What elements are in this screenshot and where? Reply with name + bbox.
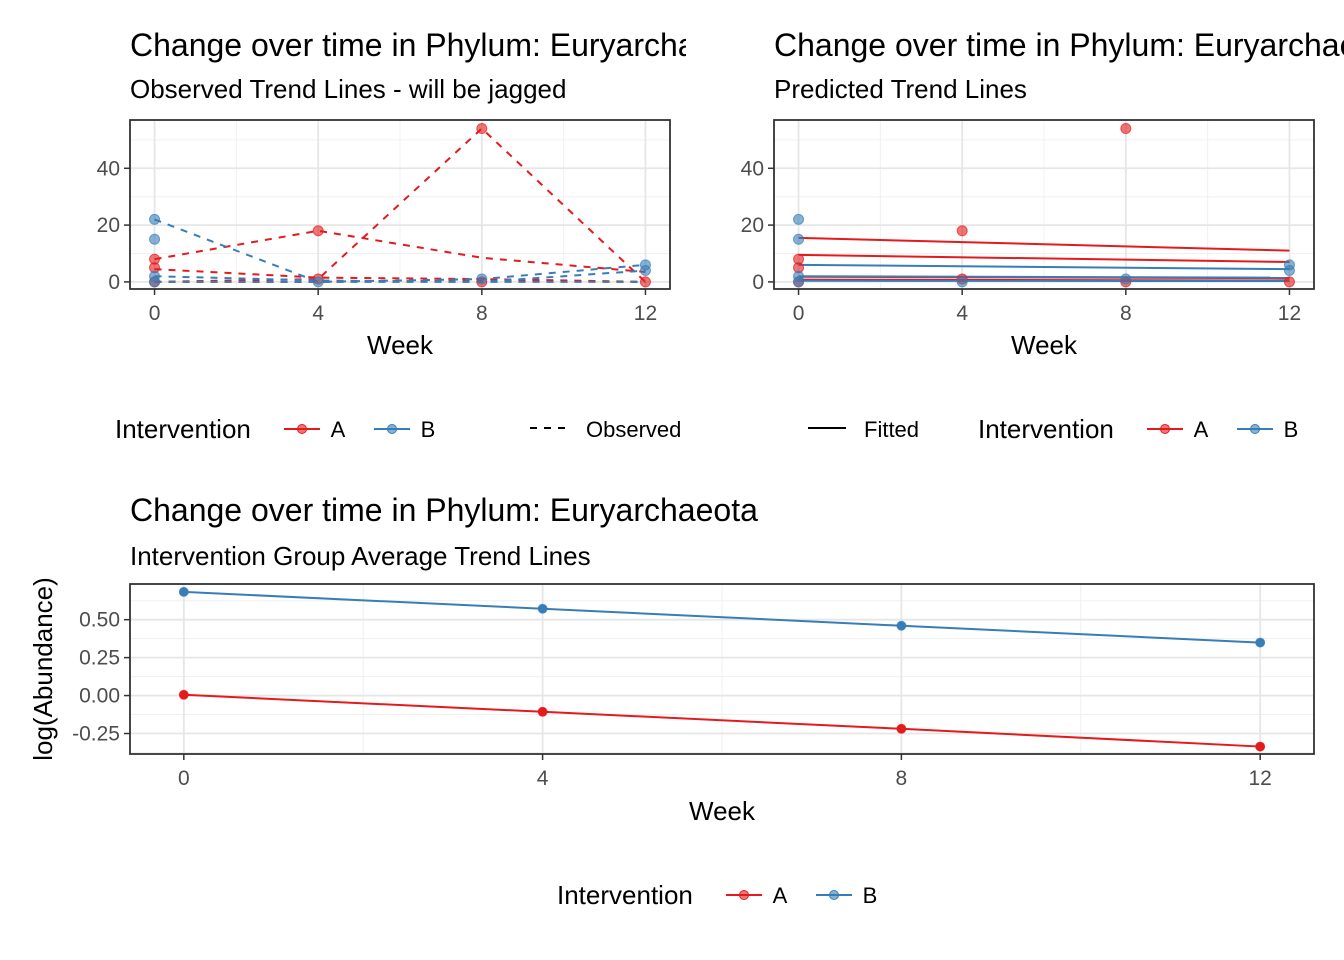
data-point-A [312,225,324,237]
data-point-B [793,276,805,288]
chart-title: Change over time in Phylum: Euryarchaeot… [774,27,1344,63]
data-point-A [639,276,651,288]
data-point-B [956,276,968,288]
legend-label-A: A [773,883,788,908]
x-axis-label: Week [1011,330,1078,360]
series-line-A [798,236,1290,252]
x-tick-label: 4 [956,302,968,325]
data-point-A [537,706,548,717]
legend-title: Intervention [557,880,693,910]
x-tick-label: 12 [1278,302,1301,325]
data-point-B [896,620,907,631]
series-line-B [798,275,1290,279]
data-point-A [1283,276,1295,288]
data-point-A [956,225,968,237]
legend-label-B: B [863,883,878,908]
x-axis-label: Week [367,330,434,360]
data-point-B [1283,265,1295,277]
plot-border [129,119,671,290]
y-tick-label: 0.00 [79,685,120,708]
series-line-A [798,253,1290,264]
legend-label-observed: Observed [586,417,681,442]
legend-label-B: B [1284,417,1299,442]
series-line-A [183,693,1261,748]
chart-title: Change over time in Phylum: Euryarchaeot… [130,27,758,63]
legend-title: Intervention [115,414,251,444]
data-point-A [476,123,488,135]
y-tick-label: 40 [97,157,120,180]
x-tick-label: 12 [634,302,657,325]
y-tick-label: -0.25 [72,723,120,746]
data-point-B [639,265,651,277]
chart-subtitle: Intervention Group Average Trend Lines [130,541,591,571]
predicted-panel: Change over time in Phylum: Euryarchaeot… [741,27,1344,360]
data-point-B [1255,637,1266,648]
series-line-B [798,263,1290,271]
x-tick-label: 0 [149,302,161,325]
x-tick-label: 8 [476,302,488,325]
data-point-A [896,723,907,734]
series-line-B [154,218,646,283]
data-point-B [149,233,161,245]
series-line-B [154,269,646,283]
data-point-B [178,586,189,597]
y-tick-label: 20 [97,214,120,237]
data-point-B [537,603,548,614]
series-line-B [183,590,1261,644]
chart-subtitle: Observed Trend Lines - will be jagged [130,74,566,104]
legend-label-A: A [331,417,346,442]
y-tick-label: 0.50 [79,609,120,632]
data-point-A [1120,123,1132,135]
data-point-B [312,276,324,288]
legend-key-point-A [1160,424,1170,434]
y-tick-label: 0 [752,271,764,294]
legends: Intervention A B Observed Fitted Intervention… [115,414,1298,910]
y-tick-label: 20 [741,214,764,237]
average-panel: Change over time in Phylum: Euryarchaeot… [28,492,1315,826]
data-point-B [793,233,805,245]
data-point-A [178,689,189,700]
legend-key-point-B [1250,424,1260,434]
x-tick-label: 0 [178,767,190,790]
y-tick-label: 40 [741,157,764,180]
legend-key-point-A [297,424,307,434]
chart-title: Change over time in Phylum: Euryarchaeot… [130,492,758,528]
x-tick-label: 12 [1249,767,1272,790]
legend-key-point-B [387,424,397,434]
data-point-B [793,213,805,225]
legend-title: Intervention [978,414,1114,444]
data-point-B [476,273,488,285]
legend-label-fitted: Fitted [864,417,919,442]
legend-key-point-B [829,890,839,900]
data-point-B [149,276,161,288]
plot-border [773,119,1315,290]
data-point-B [149,213,161,225]
legend-label-A: A [1194,417,1209,442]
data-point-A [1255,741,1266,752]
plot-border [129,583,1315,755]
x-tick-label: 4 [312,302,324,325]
x-tick-label: 0 [793,302,805,325]
y-tick-label: 0 [108,271,120,294]
observed-panel: Change over time in Phylum: Euryarchaeot… [97,27,758,360]
x-tick-label: 4 [537,767,549,790]
data-point-B [1120,273,1132,285]
chart-subtitle: Predicted Trend Lines [774,74,1027,104]
x-tick-label: 8 [896,767,908,790]
legend-label-B: B [421,417,436,442]
y-tick-label: 0.25 [79,647,120,670]
legend-key-point-A [739,890,749,900]
x-axis-label: Week [689,796,756,826]
x-tick-label: 8 [1120,302,1132,325]
y-axis-label: log(Abundance) [28,577,58,761]
